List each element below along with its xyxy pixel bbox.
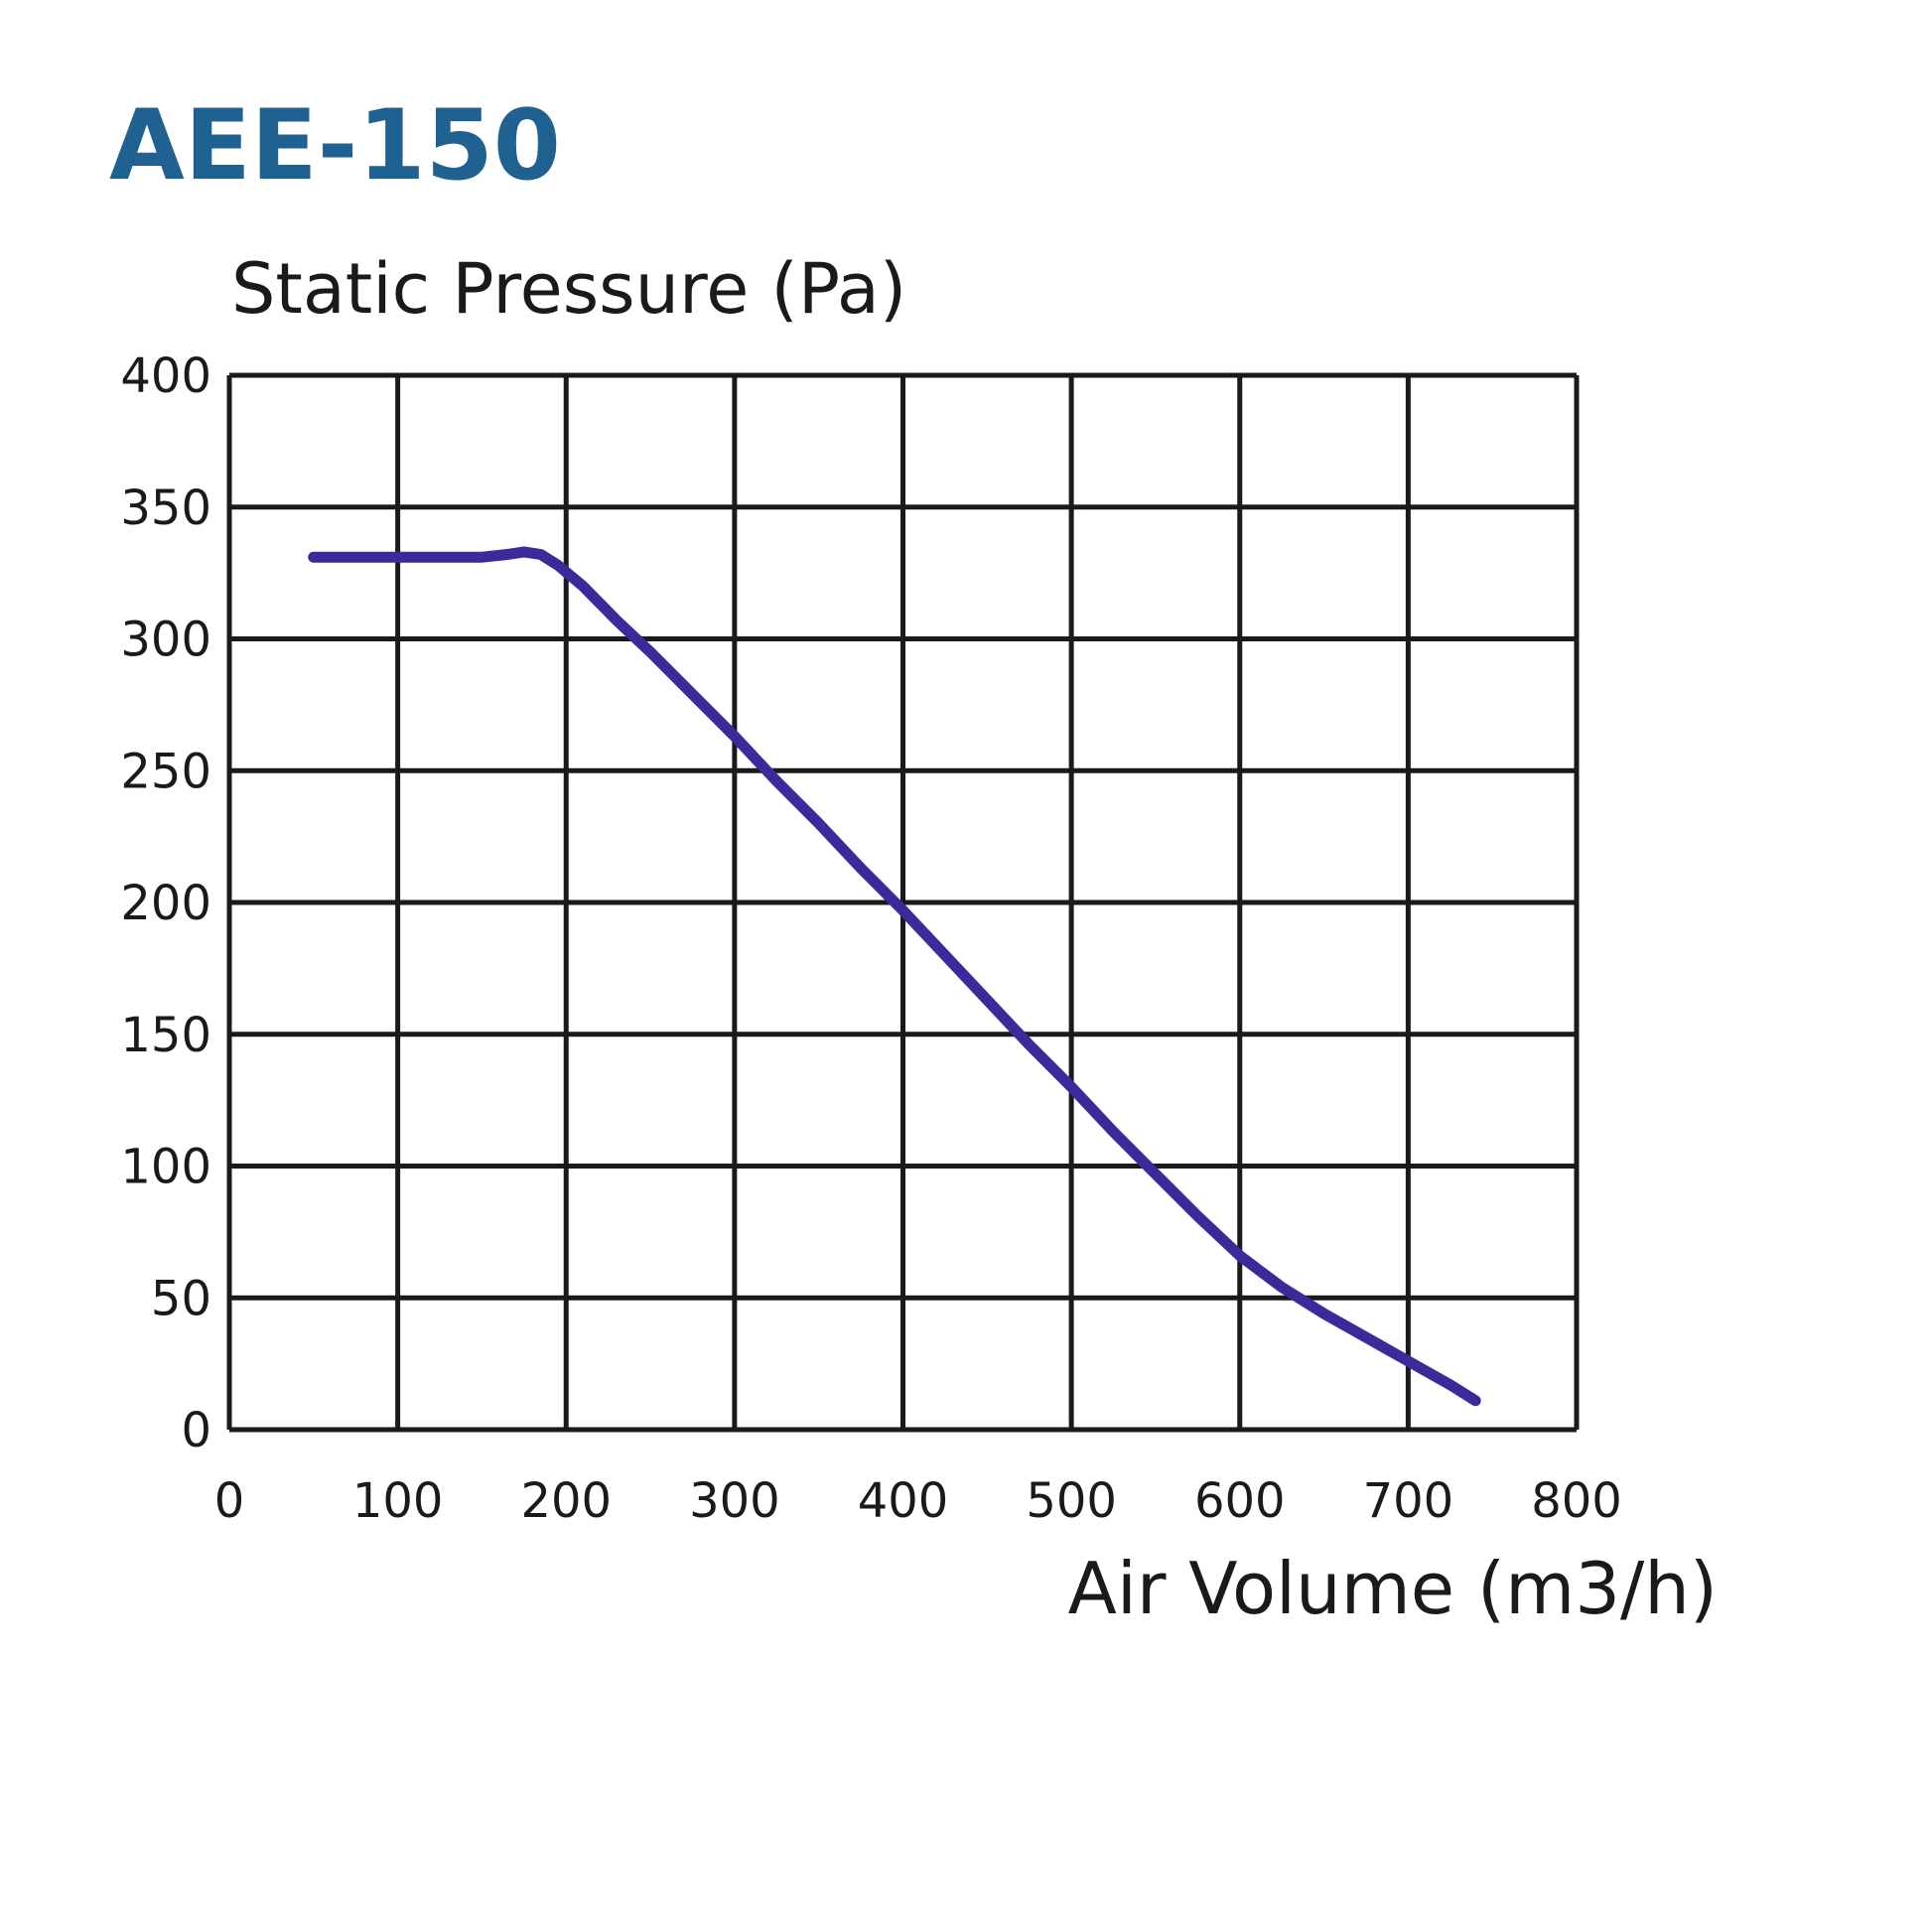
x-axis-title: Air Volume (m3/h) — [1068, 1547, 1718, 1630]
y-axis-ticks: 0 50 100 150 200 250 300 350 400 — [120, 348, 211, 1458]
x-tick-label: 300 — [689, 1473, 780, 1529]
x-tick-label: 100 — [352, 1473, 444, 1529]
y-tick-label: 0 — [181, 1403, 211, 1458]
y-tick-label: 350 — [120, 481, 211, 536]
y-tick-label: 100 — [120, 1140, 211, 1195]
x-tick-label: 700 — [1363, 1473, 1454, 1529]
x-tick-label: 200 — [520, 1473, 612, 1529]
series-layer — [308, 546, 1481, 1407]
y-tick-label: 200 — [120, 876, 211, 931]
chart-title: AEE-150 — [109, 89, 561, 203]
x-tick-label: 400 — [858, 1473, 949, 1529]
x-axis-ticks: 0 100 200 300 400 500 600 700 800 — [214, 1473, 1622, 1529]
grid — [226, 372, 1580, 1433]
series-line — [308, 546, 1481, 1407]
y-axis-title: Static Pressure (Pa) — [231, 248, 906, 330]
x-tick-label: 800 — [1531, 1473, 1622, 1529]
x-tick-label: 600 — [1194, 1473, 1286, 1529]
x-tick-label: 500 — [1026, 1473, 1117, 1529]
y-tick-label: 250 — [120, 744, 211, 799]
y-tick-label: 400 — [120, 348, 211, 404]
x-tick-label: 0 — [214, 1473, 245, 1529]
y-tick-label: 50 — [151, 1271, 211, 1326]
y-tick-label: 300 — [120, 613, 211, 668]
y-tick-label: 150 — [120, 1008, 211, 1063]
